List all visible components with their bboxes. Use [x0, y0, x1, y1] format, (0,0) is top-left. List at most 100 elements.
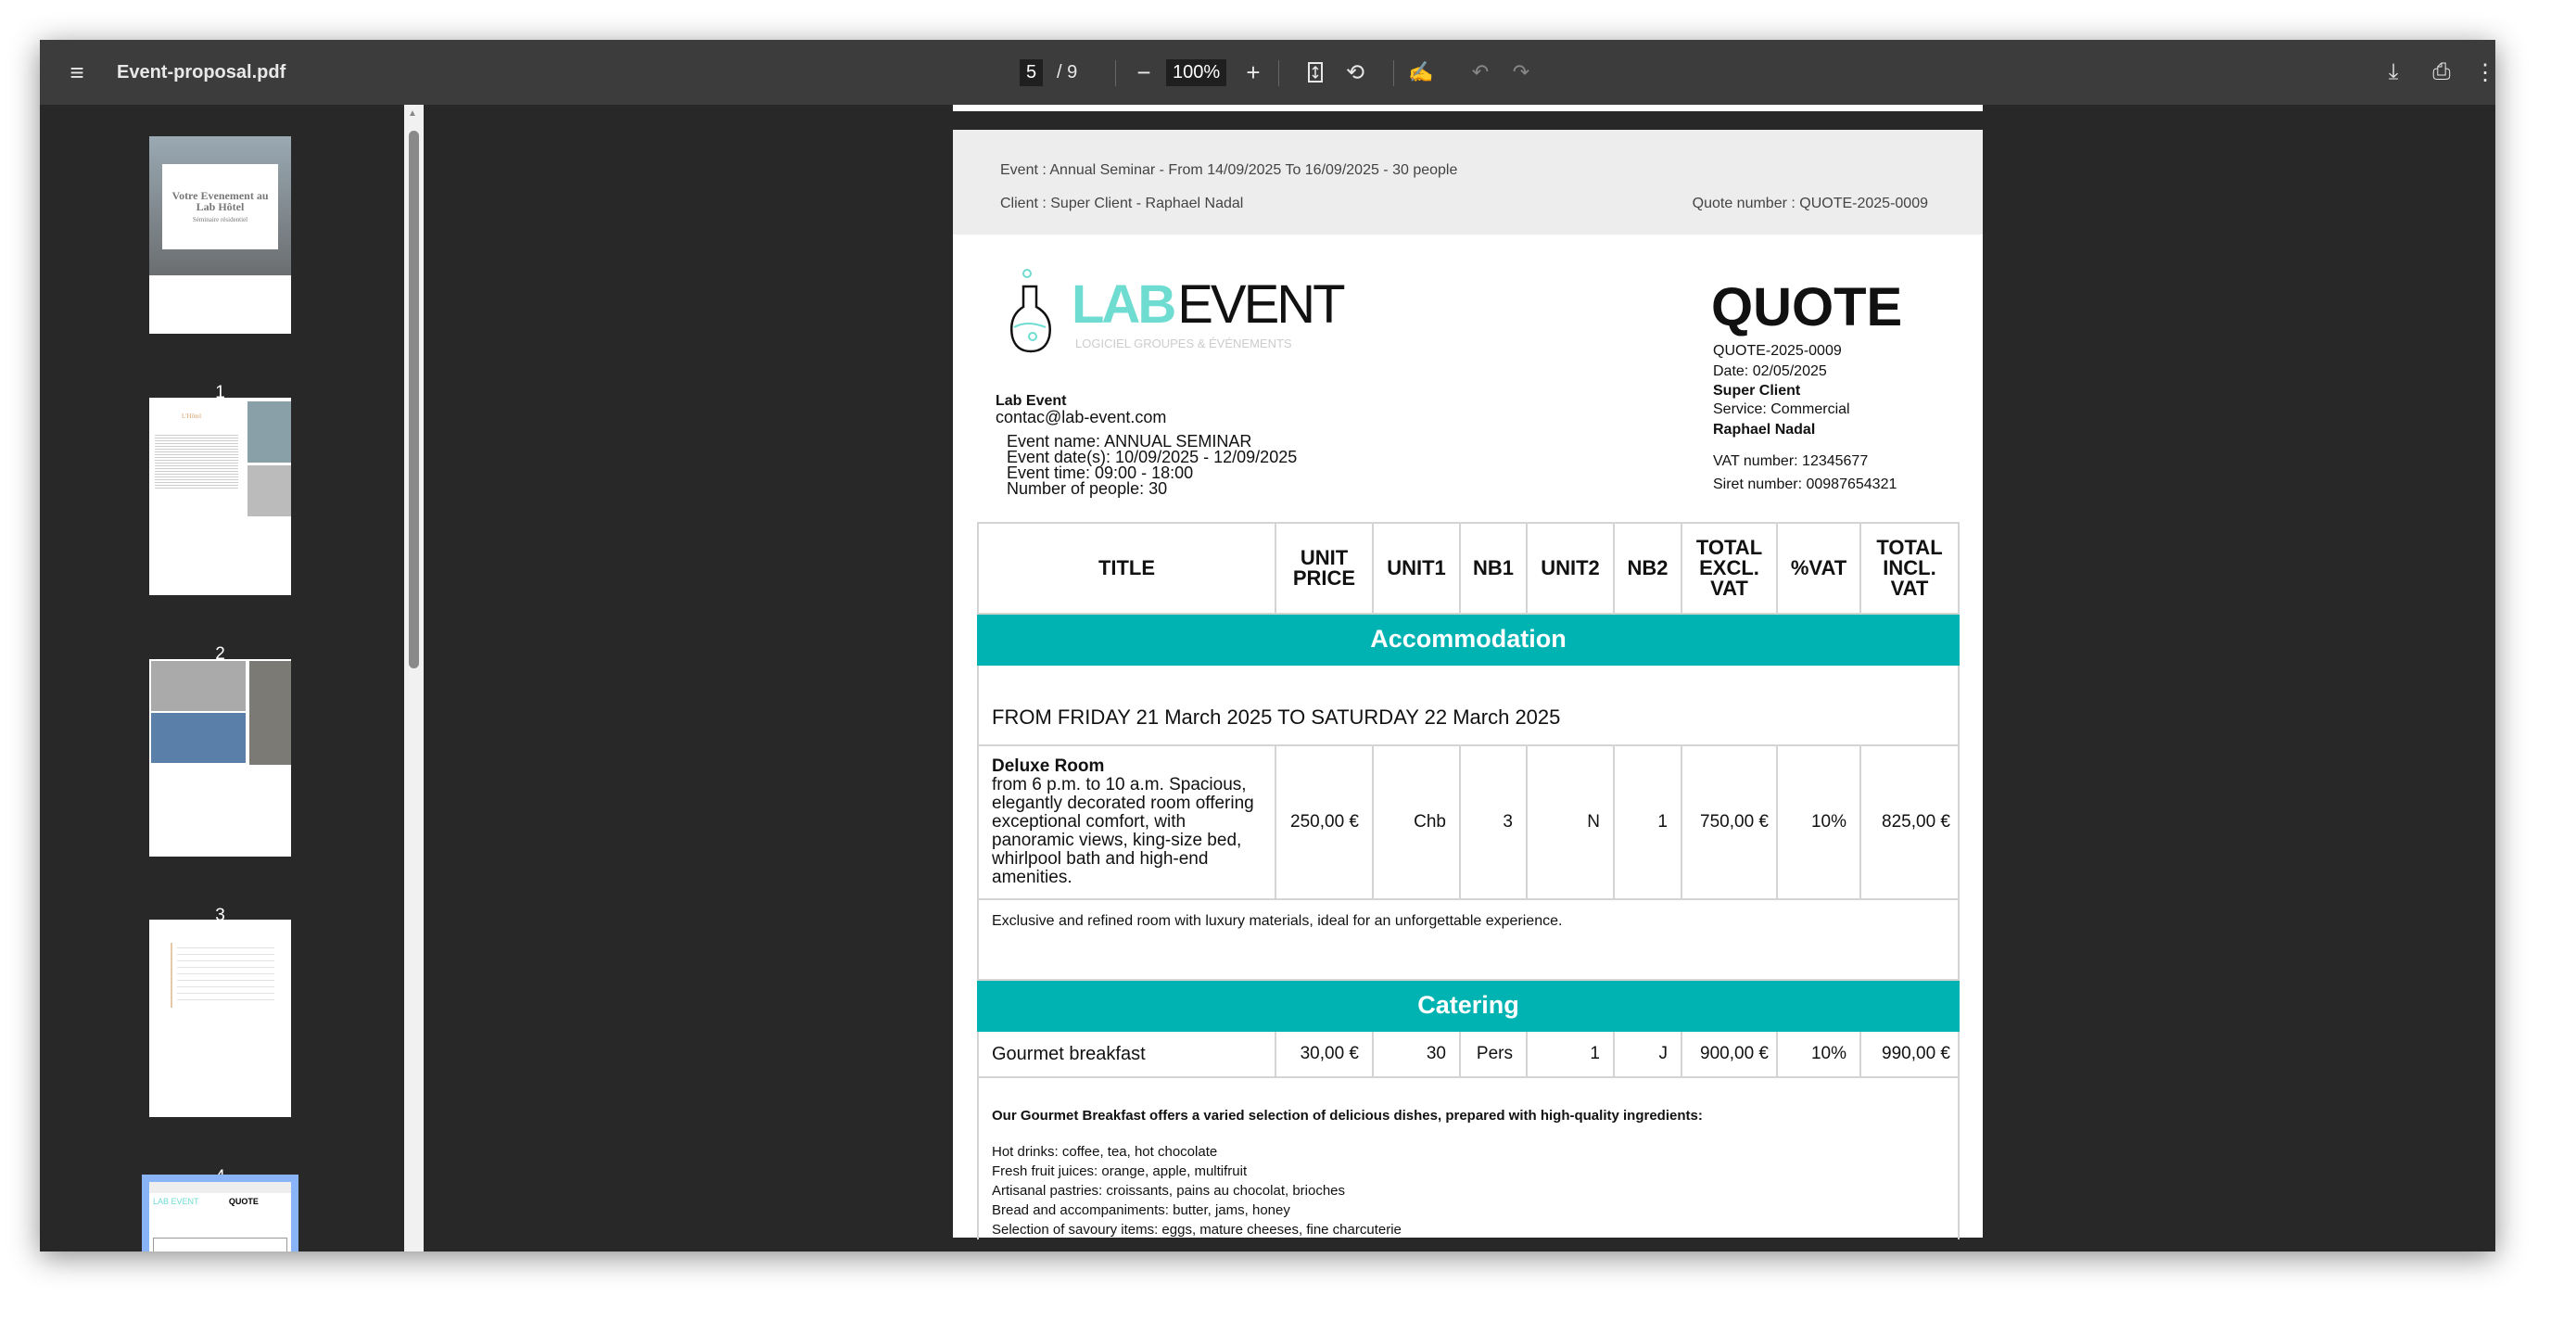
- zoom-in-icon[interactable]: +: [1246, 57, 1261, 86]
- event-time: Event time: 09:00 - 18:00: [1007, 464, 1194, 482]
- toolbar: ≡ Event-proposal.pdf 5 / 9 − 100% + ⟲ ✍ …: [40, 40, 2495, 105]
- thumb-title: L'Hôtel: [182, 413, 202, 420]
- thumbnail-label: 3: [215, 906, 225, 925]
- unit1: 30: [1372, 1030, 1461, 1078]
- table-row: Deluxe Room from 6 p.m. to 10 a.m. Spacio…: [977, 744, 1960, 900]
- total-incl: 990,00 €: [1859, 1030, 1960, 1078]
- vat-rate: 10%: [1776, 744, 1861, 900]
- total-excl: 900,00 €: [1681, 1030, 1778, 1078]
- table-row: Gourmet breakfast 30,00 € 30 Pers 1 J 90…: [977, 1030, 1960, 1078]
- thumbnail-label: 2: [215, 644, 225, 664]
- col-vat: %VAT: [1776, 522, 1861, 615]
- thumbnail-page-2[interactable]: L'Hôtel: [149, 398, 291, 595]
- thumb-image: [249, 661, 291, 765]
- thumb-header: [149, 1182, 291, 1193]
- menu-icon[interactable]: ≡: [70, 57, 84, 86]
- col-total-incl: TOTAL INCL. VAT: [1859, 522, 1960, 615]
- nb2: J: [1613, 1030, 1682, 1078]
- vat-number: VAT number: 12345677: [1713, 453, 1869, 469]
- unit2: 1: [1526, 1030, 1615, 1078]
- pdf-viewer-window: ≡ Event-proposal.pdf 5 / 9 − 100% + ⟲ ✍ …: [40, 40, 2495, 1251]
- thumb-image: [247, 401, 291, 463]
- sidebar-scrollbar[interactable]: ▲: [404, 105, 424, 1251]
- rotate-icon[interactable]: ⟲: [1345, 59, 1365, 85]
- date-range-row: FROM FRIDAY 21 March 2025 TO SATURDAY 22…: [977, 664, 1960, 746]
- cover-title: Votre Evenement au Lab Hôtel: [171, 189, 269, 213]
- event-info: Event name: ANNUAL SEMINAR Event date(s)…: [1007, 433, 1298, 497]
- quote-date: Date: 02/05/2025: [1713, 363, 1827, 379]
- col-title: TITLE: [977, 522, 1276, 615]
- thumb-table: [153, 1238, 287, 1251]
- thumbnail-page-4[interactable]: [149, 920, 291, 1117]
- thumb-image: [151, 713, 246, 763]
- thumbnail-label: 1: [215, 383, 225, 402]
- download-icon[interactable]: ⤓: [2388, 59, 2399, 84]
- thumb-text: [177, 947, 274, 1003]
- col-nb2: NB2: [1613, 522, 1682, 615]
- zoom-input[interactable]: 100%: [1166, 58, 1227, 86]
- total-incl: 825,00 €: [1859, 744, 1960, 900]
- zoom-out-icon[interactable]: −: [1136, 57, 1151, 86]
- nb1: 3: [1459, 744, 1528, 900]
- draw-icon[interactable]: ✍: [1408, 60, 1434, 83]
- event-dates: Event date(s): 10/09/2025 - 12/09/2025: [1007, 448, 1298, 466]
- thumb-text: [155, 435, 238, 490]
- col-unit2: UNIT2: [1526, 522, 1615, 615]
- catering-intro: Our Gourmet Breakfast offers a varied se…: [992, 1108, 1703, 1124]
- nb2: 1: [1613, 744, 1682, 900]
- col-unit-price: UNIT PRICE: [1275, 522, 1374, 615]
- flask-icon: [1010, 269, 1051, 353]
- catering-line: Fresh fruit juices: orange, apple, multi…: [992, 1163, 1248, 1179]
- print-icon[interactable]: ⎙: [2432, 59, 2451, 84]
- date-range: FROM FRIDAY 21 March 2025 TO SATURDAY 22…: [977, 664, 1960, 746]
- thumbnail-page-5-selected[interactable]: LAB EVENT QUOTE: [142, 1175, 298, 1251]
- logo-lab: LAB: [1072, 274, 1176, 335]
- client-line: Client : Super Client - Raphael Nadal: [1000, 196, 1244, 211]
- client-name: Super Client: [1713, 383, 1801, 399]
- event-line: Event : Annual Seminar - From 14/09/2025…: [1000, 162, 1458, 178]
- company-email: contac@lab-event.com: [996, 408, 1167, 426]
- table-header: TITLE UNIT PRICE UNIT1 NB1 UNIT2 NB2 TOT…: [977, 522, 1960, 615]
- catering-line: Bread and accompaniments: butter, jams, …: [992, 1202, 1290, 1218]
- catering-line: Selection of savoury items: eggs, mature…: [992, 1222, 1402, 1238]
- previous-page: [953, 105, 1983, 111]
- scrollbar-thumb[interactable]: [409, 131, 419, 668]
- page-number-input[interactable]: 5: [1020, 58, 1044, 86]
- document-title: QUOTE: [1711, 277, 1903, 337]
- thumbnail-page-1[interactable]: Votre Evenement au Lab Hôtel Séminaire r…: [149, 136, 291, 334]
- divider: [1115, 60, 1116, 86]
- col-nb1: NB1: [1459, 522, 1528, 615]
- fit-page-icon[interactable]: [1303, 40, 1327, 105]
- total-excl: 750,00 €: [1681, 744, 1778, 900]
- divider: [1393, 60, 1394, 86]
- divider: [1278, 60, 1279, 86]
- logo-tagline: LOGICIEL GROUPES & ÉVÉNEMENTS: [1075, 337, 1292, 350]
- section-title: Accommodation: [977, 613, 1960, 666]
- more-icon[interactable]: ⋮: [2474, 59, 2495, 85]
- vat-rate: 10%: [1776, 1030, 1861, 1078]
- thumbnail-sidebar: Votre Evenement au Lab Hôtel Séminaire r…: [40, 105, 404, 1251]
- scroll-up-icon[interactable]: ▲: [408, 108, 417, 119]
- col-unit1: UNIT1: [1372, 522, 1461, 615]
- item-note: Exclusive and refined room with luxury m…: [977, 898, 1960, 981]
- document-viewer: Event : Annual Seminar - From 14/09/2025…: [424, 105, 2495, 1251]
- thumb-image: [151, 661, 246, 711]
- thumb-image: [247, 465, 291, 516]
- page-header: Event : Annual Seminar - From 14/09/2025…: [953, 130, 1983, 235]
- logo-event: EVENT: [1177, 274, 1345, 335]
- undo-icon[interactable]: ↶: [1471, 60, 1490, 83]
- catering-line: Artisanal pastries: croissants, pains au…: [992, 1183, 1346, 1199]
- col-total-excl: TOTAL EXCL. VAT: [1681, 522, 1778, 615]
- thumbnail-page-3[interactable]: [149, 659, 291, 857]
- redo-icon[interactable]: ↷: [1512, 60, 1530, 83]
- contact-name: Raphael Nadal: [1713, 422, 1816, 438]
- nb1: Pers: [1459, 1030, 1528, 1078]
- siret-number: Siret number: 00987654321: [1713, 476, 1897, 492]
- quote-number-line: Quote number : QUOTE-2025-0009: [1692, 196, 1928, 211]
- cover-subtitle: Séminaire résidentiel: [192, 216, 248, 223]
- catering-line: Hot drinks: coffee, tea, hot chocolate: [992, 1144, 1218, 1160]
- item-description: from 6 p.m. to 10 a.m. Spacious, elegant…: [992, 775, 1254, 887]
- page-total: / 9: [1057, 61, 1078, 83]
- note-row: Exclusive and refined room with luxury m…: [977, 898, 1960, 981]
- section-catering: Catering: [977, 979, 1960, 1032]
